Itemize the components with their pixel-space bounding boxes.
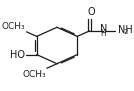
Text: N: N bbox=[100, 24, 107, 34]
Text: NH: NH bbox=[118, 25, 132, 35]
Text: 2: 2 bbox=[123, 29, 127, 35]
Text: O: O bbox=[87, 7, 95, 17]
Text: H: H bbox=[101, 29, 106, 38]
Text: HO: HO bbox=[10, 50, 25, 60]
Text: OCH₃: OCH₃ bbox=[1, 22, 25, 31]
Text: OCH₃: OCH₃ bbox=[22, 70, 46, 79]
